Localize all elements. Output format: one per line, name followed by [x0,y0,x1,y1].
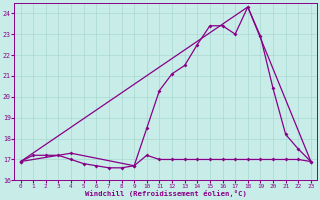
X-axis label: Windchill (Refroidissement éolien,°C): Windchill (Refroidissement éolien,°C) [85,190,247,197]
